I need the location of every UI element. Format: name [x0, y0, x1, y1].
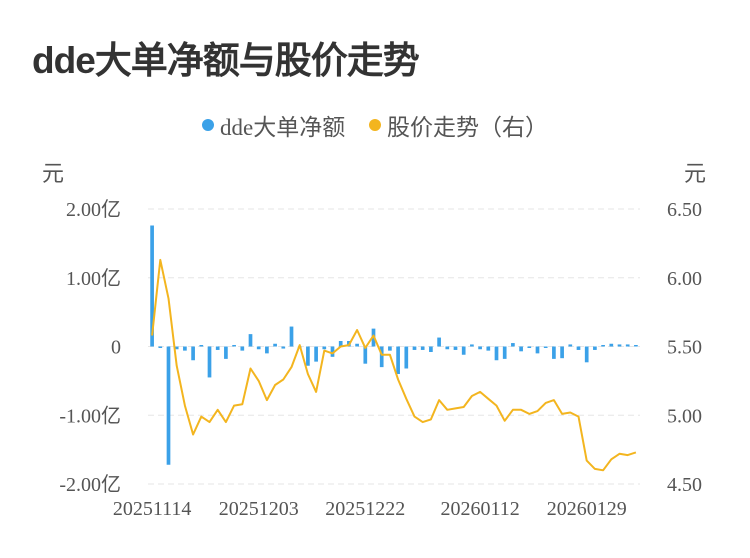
dde-bar	[240, 346, 245, 351]
right-axis-tick-label: 5.50	[667, 337, 702, 359]
price-line	[151, 258, 637, 472]
dde-bar	[158, 346, 163, 348]
dde-bar	[150, 225, 154, 347]
left-axis-tick-label: -1.00亿	[59, 404, 121, 427]
dde-bar	[256, 346, 261, 350]
left-axis-tick-label: -2.00亿	[59, 473, 121, 496]
legend-marker-price	[368, 119, 381, 131]
dde-bar	[437, 337, 441, 347]
x-axis-tick-label: 20260129	[547, 498, 627, 520]
dde-bar	[355, 343, 359, 347]
dde-bar	[199, 345, 204, 347]
dde-bar	[519, 346, 523, 352]
dde-bar	[412, 346, 417, 350]
dde-bar	[215, 346, 220, 350]
dde-bar	[552, 346, 556, 359]
dde-bar	[486, 346, 491, 351]
left-axis-unit: 元	[42, 161, 65, 186]
dde-bar	[494, 346, 499, 361]
dde-bar	[543, 346, 548, 348]
dde-bar	[183, 346, 187, 351]
dde-bar	[207, 346, 212, 378]
dde-bar	[576, 346, 581, 350]
dde-bar	[265, 346, 269, 354]
legend-label-price: 股价走势（右）	[386, 115, 548, 140]
dde-bar	[273, 343, 277, 347]
dde-bar	[429, 346, 433, 352]
x-axis-tick-label: 20251203	[219, 498, 299, 520]
dde-bar	[379, 346, 384, 368]
dde-bar	[289, 326, 294, 347]
dde-bar	[634, 345, 638, 347]
dde-bar	[502, 346, 507, 359]
dde-bar	[330, 346, 335, 357]
dde-bar	[322, 346, 327, 350]
legend-item-dde[interactable]: dde大单净额	[202, 108, 345, 142]
legend-marker-dde	[202, 119, 215, 131]
x-axis-tick-label: 20251222	[325, 498, 405, 520]
dde-bar	[396, 346, 400, 374]
dde-bar	[224, 346, 228, 359]
dde-bar	[445, 346, 450, 350]
dde-bar	[601, 345, 605, 347]
dde-bar	[453, 346, 458, 350]
dde-bar	[568, 344, 573, 347]
dde-bar	[609, 343, 614, 347]
dde-bar	[232, 345, 236, 347]
dde-bar	[527, 346, 532, 348]
legend-label-dde: dde大单净额	[220, 115, 346, 140]
dde-bar	[511, 343, 515, 347]
legend: dde大单净额 股价走势（右）	[0, 108, 750, 142]
dde-bar	[388, 346, 392, 351]
x-axis-tick-label: 20260112	[440, 498, 519, 520]
left-axis-tick-label: 2.00亿	[66, 198, 121, 221]
dde-bar	[363, 346, 368, 364]
dde-bar	[174, 346, 179, 350]
dde-bar	[478, 346, 482, 350]
dde-bar	[617, 344, 622, 347]
dde-bar	[404, 346, 409, 369]
dde-bar	[420, 346, 425, 350]
dde-bar	[593, 346, 597, 350]
dde-bar	[625, 344, 630, 347]
right-axis-tick-label: 4.50	[667, 474, 702, 496]
right-axis-tick-label: 6.50	[667, 199, 702, 221]
dde-bar	[560, 346, 564, 359]
dde-bar	[166, 346, 171, 465]
right-axis-tick-label: 6.00	[667, 268, 702, 290]
x-axis-tick-label: 20251114	[113, 498, 192, 520]
dde-bar	[461, 346, 466, 355]
left-axis-tick-label: 0	[111, 337, 121, 359]
dde-bar	[470, 344, 474, 347]
dde-bar	[338, 341, 343, 347]
right-axis-tick-label: 5.00	[667, 405, 702, 427]
chart-title: dde大单净额与股价走势	[32, 40, 420, 81]
dde-bar	[281, 346, 286, 349]
dde-bar	[191, 346, 195, 361]
dde-bar	[314, 346, 318, 362]
dde-bar	[248, 334, 253, 347]
dde-bar	[306, 346, 310, 366]
left-axis-tick-label: 1.00亿	[66, 267, 121, 290]
dde-bar	[535, 346, 540, 354]
dde-bar	[584, 346, 589, 363]
right-axis-unit: 元	[684, 161, 707, 186]
legend-item-price[interactable]: 股价走势（右）	[368, 108, 548, 142]
